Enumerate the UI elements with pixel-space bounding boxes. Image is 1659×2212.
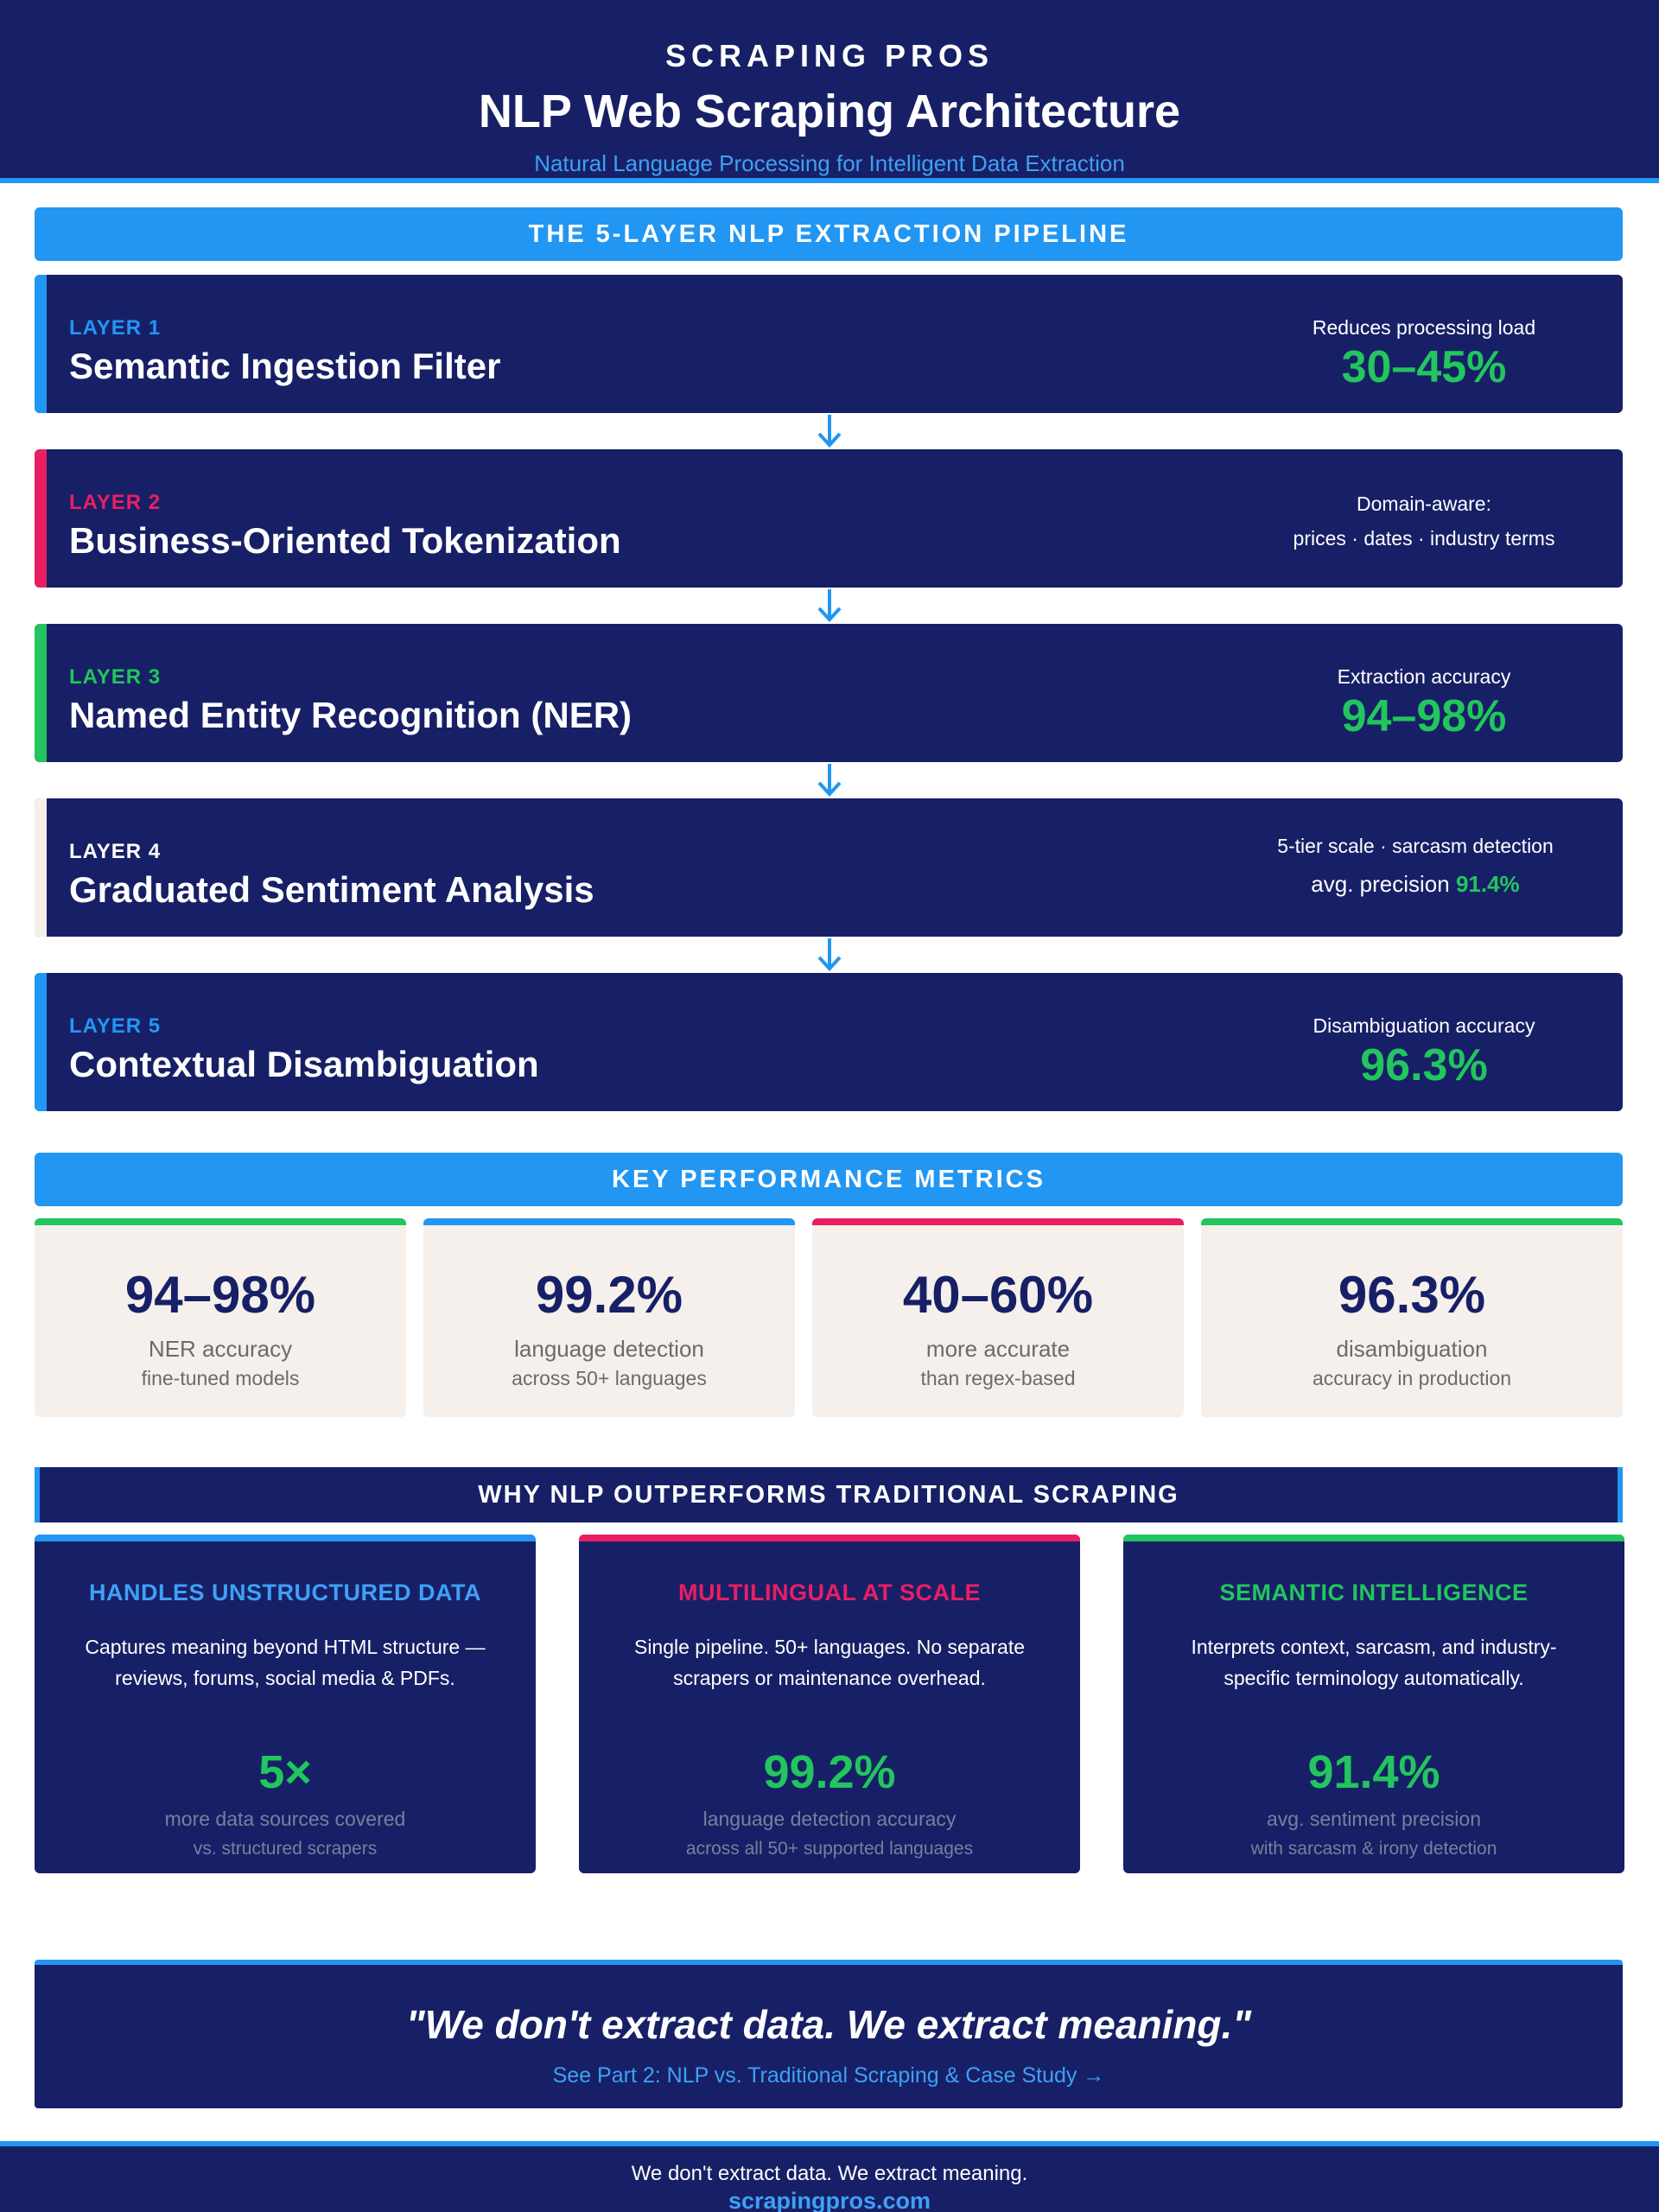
why-card-sublabel: with sarcasm & irony detection: [1250, 1839, 1497, 1859]
metric-label: NER accuracy: [148, 1336, 293, 1362]
metric-value: 40–60%: [902, 1266, 1094, 1324]
layer-accent: [35, 624, 47, 762]
layer-stat-value: 94–98%: [1341, 691, 1507, 741]
why-card-label: language detection accuracy: [702, 1808, 957, 1830]
arrow-down-icon: [817, 415, 842, 448]
arrow-down-icon: [817, 764, 842, 797]
metrics-heading: KEY PERFORMANCE METRICS: [35, 1153, 1623, 1206]
why-card-description: Interprets context, sarcasm, and industr…: [1191, 1636, 1557, 1689]
metric-card-disambiguation: 96.3% disambiguation accuracy in product…: [1201, 1218, 1623, 1417]
layer-card-3: LAYER 3 Named Entity Recognition (NER) E…: [35, 624, 1623, 762]
why-card-title: MULTILINGUAL AT SCALE: [678, 1580, 981, 1605]
metric-sublabel: fine-tuned models: [141, 1367, 300, 1389]
layer-stat-label: 5-tier scale · sarcasm detection: [1277, 835, 1554, 857]
layer-stat: 5-tier scale · sarcasm detection avg. pr…: [1234, 833, 1597, 898]
layer-name: Contextual Disambiguation: [69, 1044, 539, 1084]
footer-tagline: We don't extract data. We extract meanin…: [631, 2162, 1028, 2185]
why-accent-bar: [1123, 1535, 1624, 1541]
why-card-unstructured: HANDLES UNSTRUCTURED DATA Captures meani…: [35, 1535, 536, 1873]
layer-accent: [35, 449, 47, 588]
layer-stat: Domain-aware: prices · dates · industry …: [1260, 491, 1588, 551]
metric-value: 94–98%: [124, 1266, 316, 1324]
why-heading: WHY NLP OUTPERFORMS TRADITIONAL SCRAPING: [35, 1467, 1623, 1522]
layer-card-1: LAYER 1 Semantic Ingestion Filter Reduce…: [35, 275, 1623, 413]
why-card-value: 91.4%: [1307, 1746, 1440, 1798]
layer-name: Named Entity Recognition (NER): [69, 695, 632, 735]
layer-stat: Reduces processing load 30–45%: [1260, 315, 1588, 394]
why-card-title: HANDLES UNSTRUCTURED DATA: [89, 1580, 481, 1605]
layer-number: LAYER 1: [69, 316, 162, 340]
layer-card-5: LAYER 5 Contextual Disambiguation Disamb…: [35, 973, 1623, 1111]
metric-value: 99.2%: [535, 1266, 683, 1324]
metric-card-language: 99.2% language detection across 50+ lang…: [423, 1218, 795, 1417]
arrow-down-icon: [817, 589, 842, 622]
metric-label: language detection: [514, 1336, 704, 1362]
metric-accent-bar: [423, 1218, 795, 1225]
why-card-label: more data sources covered: [164, 1808, 406, 1830]
metric-accent-bar: [812, 1218, 1184, 1225]
arrow-down-icon: [817, 938, 842, 971]
why-card-multilingual: MULTILINGUAL AT SCALE Single pipeline. 5…: [579, 1535, 1080, 1873]
metric-card-ner: 94–98% NER accuracy fine-tuned models: [35, 1218, 406, 1417]
metric-sublabel: accuracy in production: [1312, 1367, 1512, 1389]
page-title: NLP Web Scraping Architecture: [478, 86, 1181, 137]
why-card-description: Captures meaning beyond HTML structure —…: [85, 1636, 486, 1689]
layer-card-2: LAYER 2 Business-Oriented Tokenization D…: [35, 449, 1623, 588]
header: SCRAPING PROS NLP Web Scraping Architect…: [0, 0, 1659, 183]
metric-card-accuracy: 40–60% more accurate than regex-based: [812, 1218, 1184, 1417]
layer-accent: [35, 973, 47, 1111]
layer-stat-value: 30–45%: [1341, 342, 1507, 392]
why-accent-bar: [579, 1535, 1080, 1541]
layer-stat: Extraction accuracy 94–98%: [1260, 664, 1588, 743]
layer-name: Graduated Sentiment Analysis: [69, 869, 594, 910]
why-card-description: Single pipeline. 50+ languages. No separ…: [633, 1636, 1026, 1689]
metric-label: disambiguation: [1336, 1336, 1488, 1362]
quote-text: "We don't extract data. We extract meani…: [405, 2002, 1252, 2047]
page-subtitle: Natural Language Processing for Intellig…: [534, 150, 1125, 176]
layer-number: LAYER 2: [69, 491, 162, 514]
layer-accent: [35, 275, 47, 413]
layer-accent: [35, 798, 47, 937]
brand-name: SCRAPING PROS: [664, 38, 995, 73]
metric-label: more accurate: [925, 1336, 1071, 1362]
precision-value: 91.4%: [1455, 871, 1520, 897]
pipeline-heading: THE 5-LAYER NLP EXTRACTION PIPELINE: [35, 207, 1623, 261]
footer: We don't extract data. We extract meanin…: [0, 2141, 1659, 2212]
metric-sublabel: across 50+ languages: [512, 1367, 707, 1389]
layer-name: Business-Oriented Tokenization: [69, 520, 621, 561]
footer-website-link[interactable]: scrapingpros.com: [728, 2188, 931, 2212]
metric-accent-bar: [35, 1218, 406, 1225]
metric-value: 96.3%: [1338, 1266, 1486, 1324]
quote-banner: "We don't extract data. We extract meani…: [35, 1960, 1623, 2108]
part-2-link[interactable]: See Part 2: NLP vs. Traditional Scraping…: [552, 2063, 1105, 2088]
layer-stat-label: Disambiguation accuracy: [1313, 1014, 1535, 1037]
layer-stat: Disambiguation accuracy 96.3%: [1260, 1013, 1588, 1092]
layer-stat-precision: avg. precision 91.4%: [1234, 871, 1597, 898]
why-card-value: 5×: [258, 1746, 312, 1798]
layer-stat-label: Domain-aware:: [1357, 493, 1491, 515]
layer-number: LAYER 3: [69, 665, 162, 689]
metric-sublabel: than regex-based: [920, 1367, 1076, 1389]
why-card-semantic: SEMANTIC INTELLIGENCE Interprets context…: [1123, 1535, 1624, 1873]
metric-accent-bar: [1201, 1218, 1623, 1225]
why-card-title: SEMANTIC INTELLIGENCE: [1219, 1580, 1529, 1605]
layer-name: Semantic Ingestion Filter: [69, 346, 501, 386]
layer-number: LAYER 5: [69, 1014, 162, 1038]
why-card-label: avg. sentiment precision: [1266, 1808, 1481, 1830]
why-card-sublabel: across all 50+ supported languages: [685, 1839, 974, 1859]
why-accent-bar: [35, 1535, 536, 1541]
layer-stat-detail: prices · dates · industry terms: [1293, 527, 1555, 550]
layer-card-4: LAYER 4 Graduated Sentiment Analysis 5-t…: [35, 798, 1623, 937]
layer-number: LAYER 4: [69, 840, 162, 863]
layer-stat-value: 96.3%: [1360, 1040, 1488, 1090]
why-card-sublabel: vs. structured scrapers: [193, 1839, 378, 1859]
layer-stat-label: Reduces processing load: [1312, 316, 1536, 339]
precision-label: avg. precision: [1311, 871, 1450, 897]
why-card-value: 99.2%: [763, 1746, 896, 1798]
layer-stat-label: Extraction accuracy: [1337, 665, 1511, 688]
